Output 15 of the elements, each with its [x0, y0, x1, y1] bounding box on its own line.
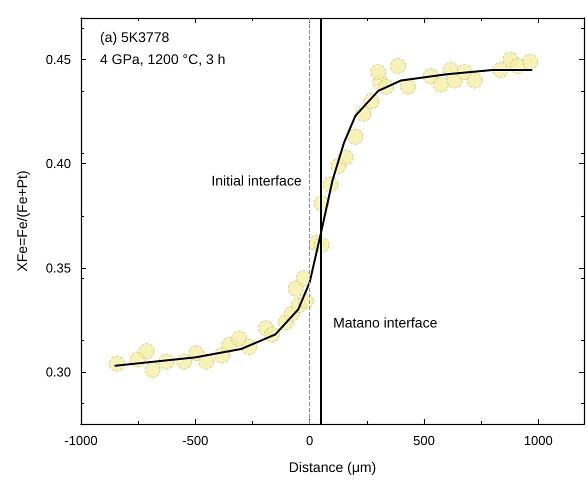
y-tick-label: 0.45 [46, 52, 71, 68]
x-tick-label: 1000 [524, 433, 553, 448]
x-tick-label: -1000 [64, 433, 98, 448]
annotation: (a) 5K3778 [100, 29, 170, 45]
x-tick-label: 0 [306, 433, 314, 448]
y-tick-label: 0.35 [46, 260, 71, 276]
y-axis-title: XFe=Fe/(Fe+Pt) [14, 170, 30, 272]
x-tick-label: 500 [413, 433, 435, 448]
x-axis-title: Distance (μm) [288, 459, 376, 475]
x-tick-label: -500 [182, 433, 208, 448]
y-tick-label: 0.30 [46, 364, 71, 380]
ref-line-label: Matano interface [333, 314, 438, 330]
annotation: 4 GPa, 1200 °C, 3 h [100, 51, 226, 67]
y-tick-label: 0.40 [46, 156, 71, 172]
ref-line-label: Initial interface [211, 172, 302, 188]
